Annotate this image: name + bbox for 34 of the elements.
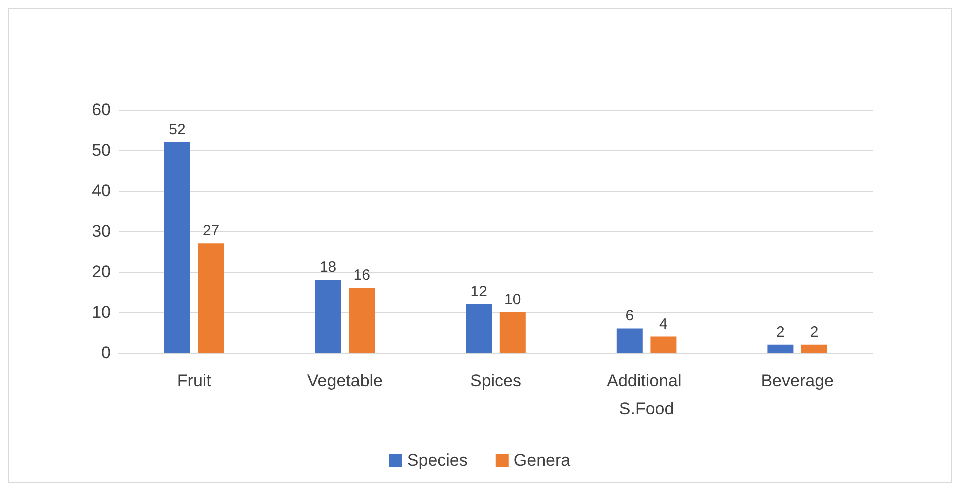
y-tick-label: 10 — [92, 303, 111, 322]
bar — [349, 288, 376, 353]
y-tick-label: 30 — [92, 222, 111, 241]
x-tick-label: Spices — [470, 372, 522, 390]
y-tick-label: 40 — [92, 182, 111, 200]
bar — [198, 244, 224, 353]
x-tick-label: Vegetable — [307, 372, 384, 390]
data-label: 12 — [470, 283, 488, 300]
legend-label: Species — [407, 451, 468, 470]
bar — [768, 344, 794, 353]
bar — [164, 142, 190, 353]
y-tick-label: 0 — [102, 344, 111, 362]
legend-label: Genera — [514, 451, 572, 470]
y-tick-label: 20 — [92, 262, 111, 282]
x-tick-label: Beverage — [761, 372, 834, 390]
data-label: 2 — [776, 324, 785, 341]
data-label: 4 — [660, 316, 668, 333]
data-label: 6 — [626, 308, 634, 325]
data-label: 10 — [504, 292, 522, 308]
data-label: 27 — [202, 222, 220, 240]
bar — [650, 336, 677, 353]
data-label: 16 — [354, 267, 370, 284]
data-label: 2 — [810, 324, 819, 341]
x-tick-label: Additional S.Food — [607, 372, 686, 418]
y-tick-label: 60 — [92, 100, 111, 120]
bar — [315, 280, 342, 353]
data-label: 52 — [169, 121, 186, 138]
y-tick-label: 50 — [92, 141, 111, 160]
bar — [616, 328, 643, 353]
x-tick-label: Fruit — [177, 372, 212, 390]
data-label: 18 — [320, 259, 337, 276]
bar — [500, 312, 526, 353]
bar — [466, 304, 492, 353]
bar — [802, 344, 828, 353]
